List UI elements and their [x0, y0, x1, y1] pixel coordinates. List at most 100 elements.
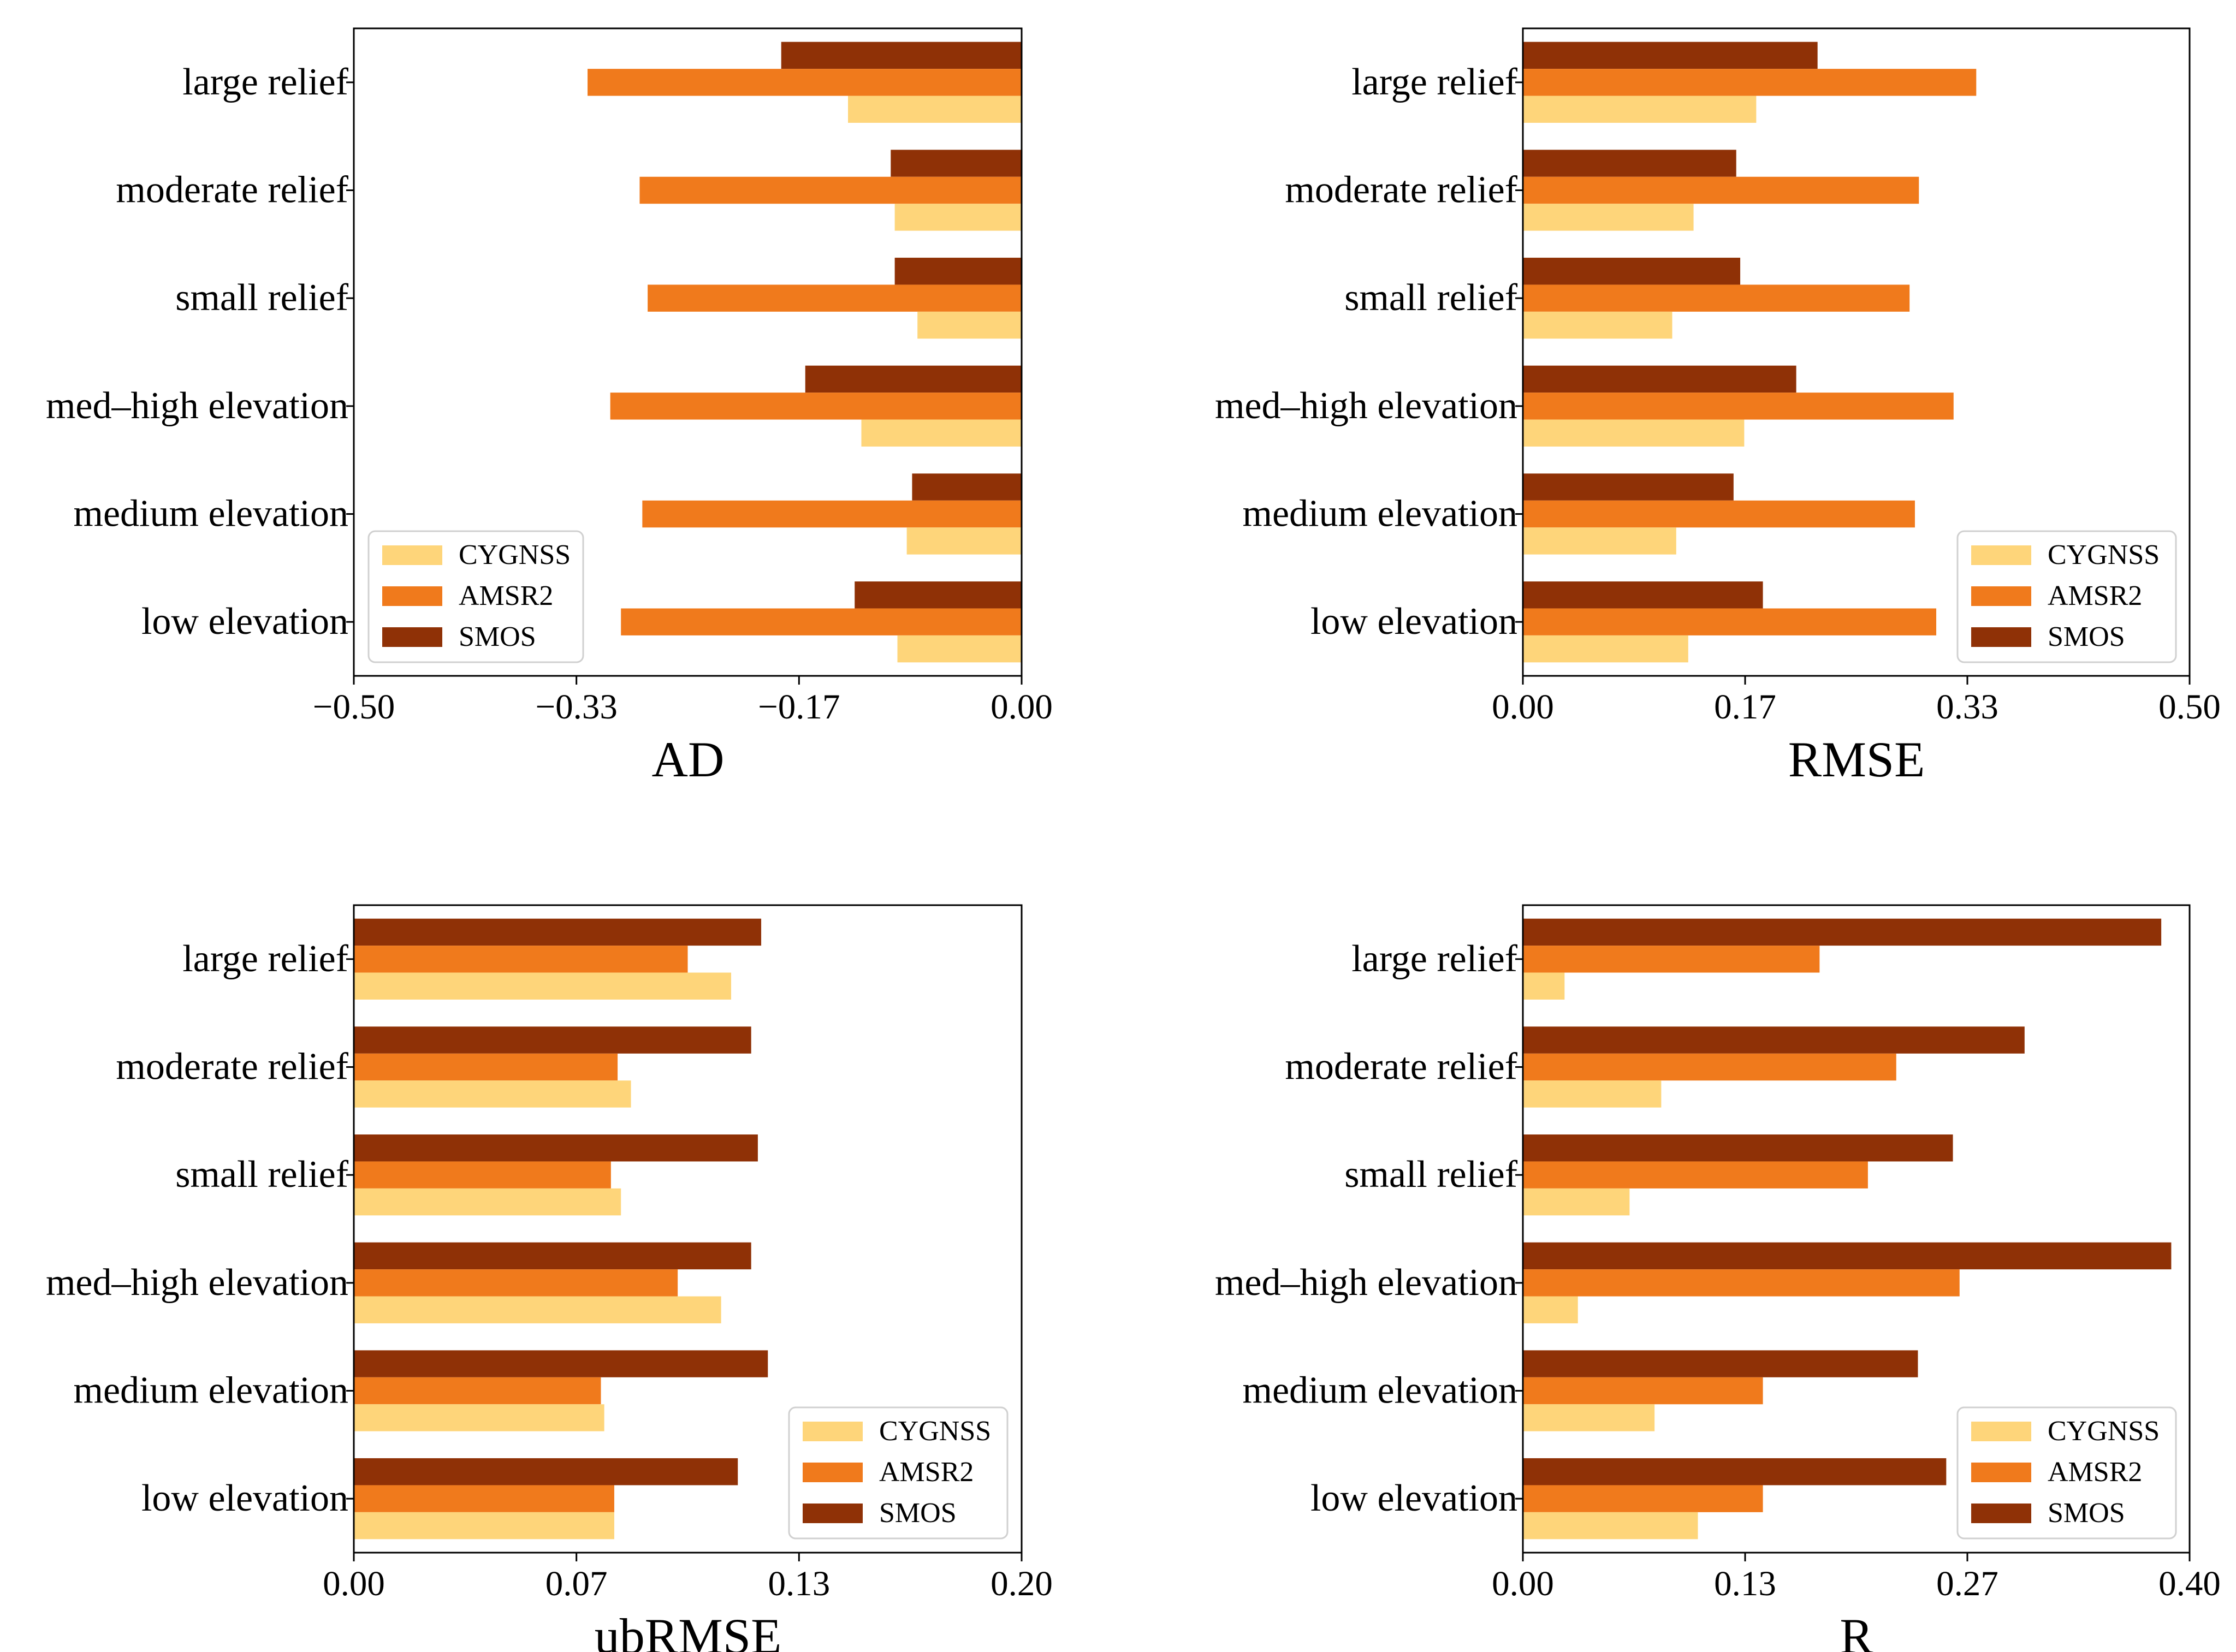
category-label: low elevation	[1310, 601, 1517, 643]
chart-panel-ad: large relief moderate relief small relief m…	[46, 27, 1053, 787]
bar-cygnss	[848, 96, 1022, 123]
bar-smos	[805, 365, 1022, 393]
bar-amsr2	[1523, 608, 1937, 635]
bar-amsr2	[1523, 1269, 1960, 1297]
bar-smos	[1523, 150, 1736, 177]
plot-frame	[1522, 904, 2191, 1554]
bar-amsr2	[1523, 1377, 1763, 1405]
x-tick-label: −0.17	[758, 687, 840, 727]
bar-amsr2	[1523, 1161, 1868, 1189]
x-tick-label: 0.00	[1492, 687, 1554, 727]
bar-cygnss	[1523, 204, 1694, 231]
bar-amsr2	[1523, 946, 1820, 973]
bar-amsr2	[1523, 176, 1919, 204]
bar-cygnss	[354, 1296, 721, 1323]
legend-swatch-amsr2	[803, 1463, 863, 1482]
legend-swatch-cygnss	[1971, 545, 2031, 565]
bar-smos	[912, 473, 1022, 501]
bar-smos	[891, 150, 1022, 177]
bar-amsr2	[1523, 500, 1915, 528]
x-tick-label: 0.00	[991, 687, 1053, 727]
bar-amsr2	[1523, 1485, 1763, 1512]
legend-swatch-cygnss	[1971, 1422, 2031, 1441]
bar-amsr2	[354, 1485, 614, 1512]
bar-smos	[1523, 1134, 1953, 1162]
bar-amsr2	[1523, 69, 1977, 96]
category-label: medium elevation	[74, 1370, 348, 1412]
category-label: large relief	[1351, 938, 1517, 980]
category-label: low elevation	[141, 601, 348, 643]
bar-amsr2	[1523, 284, 1910, 312]
bar-amsr2	[354, 946, 688, 973]
category-label: med–high elevation	[46, 385, 348, 427]
bar-smos	[1523, 1350, 1918, 1377]
bar-cygnss	[894, 204, 1022, 231]
legend-swatch-smos	[1971, 627, 2031, 647]
legend-label-cygnss: CYGNSS	[2048, 1416, 2160, 1447]
bar-cygnss	[354, 1188, 621, 1216]
x-tick-label: 0.00	[1492, 1564, 1554, 1603]
legend-swatch-smos	[803, 1504, 863, 1523]
category-label: large relief	[182, 61, 348, 103]
x-tick-label: 0.13	[1714, 1564, 1776, 1603]
category-label: medium elevation	[74, 493, 348, 535]
category-label: large relief	[182, 938, 348, 980]
legend-label-smos: SMOS	[879, 1498, 957, 1529]
legend: CYGNSS AMSR2 SMOS	[788, 1406, 1009, 1540]
chart-panel-ubrmse: large relief moderate relief small relief m…	[46, 904, 1053, 1652]
bar-cygnss	[354, 1080, 631, 1108]
x-tick-label: −0.33	[535, 687, 617, 727]
legend: CYGNSS AMSR2 SMOS	[1956, 1406, 2177, 1540]
bar-amsr2	[1523, 393, 1954, 420]
category-label: medium elevation	[1243, 493, 1517, 535]
bar-smos	[781, 41, 1022, 69]
bar-smos	[354, 1350, 768, 1377]
legend-swatch-amsr2	[1971, 586, 2031, 606]
bar-amsr2	[648, 284, 1022, 312]
bar-smos	[1523, 918, 2162, 946]
x-tick-label: 0.13	[768, 1564, 830, 1603]
bar-cygnss	[1523, 1404, 1655, 1431]
bar-amsr2	[354, 1377, 601, 1405]
legend-label-amsr2: AMSR2	[2048, 1457, 2142, 1488]
category-label: med–high elevation	[46, 1262, 348, 1304]
x-tick-label: 0.40	[2158, 1564, 2221, 1603]
x-axis-title: ubRMSE	[595, 1608, 782, 1652]
plot-frame	[1522, 27, 2191, 677]
legend-swatch-smos	[382, 627, 442, 647]
bar-smos	[354, 1026, 751, 1054]
bar-smos	[1523, 365, 1796, 393]
bar-smos	[1523, 258, 1741, 285]
category-label: moderate relief	[116, 169, 348, 211]
legend-label-cygnss: CYGNSS	[2048, 539, 2160, 571]
category-label: med–high elevation	[1215, 1262, 1517, 1304]
x-tick-label: 0.17	[1714, 687, 1776, 727]
category-label: med–high elevation	[1215, 385, 1517, 427]
bar-cygnss	[861, 419, 1022, 447]
bar-smos	[354, 1134, 758, 1162]
legend-label-smos: SMOS	[2048, 1498, 2125, 1529]
bar-cygnss	[1523, 972, 1565, 1000]
legend-label-amsr2: AMSR2	[459, 580, 553, 611]
bar-cygnss	[1523, 635, 1688, 663]
legend: CYGNSS AMSR2 SMOS	[367, 530, 584, 663]
category-label: medium elevation	[1243, 1370, 1517, 1412]
bar-cygnss	[1523, 311, 1672, 339]
legend-label-amsr2: AMSR2	[879, 1457, 974, 1488]
category-label: low elevation	[1310, 1477, 1517, 1519]
bar-cygnss	[1523, 96, 1757, 123]
legend: CYGNSS AMSR2 SMOS	[1956, 530, 2177, 663]
x-tick-label: 0.27	[1936, 1564, 1998, 1603]
category-label: small relief	[175, 277, 349, 319]
x-tick-label: 0.07	[545, 1564, 608, 1603]
legend-swatch-cygnss	[382, 545, 442, 565]
bar-amsr2	[354, 1161, 611, 1189]
plot-frame	[353, 27, 1023, 677]
chart-panel-r: large relief moderate relief small relief m…	[1215, 904, 2221, 1652]
bar-amsr2	[642, 500, 1022, 528]
bar-cygnss	[1523, 527, 1676, 555]
bar-smos	[894, 258, 1022, 285]
bar-amsr2	[639, 176, 1022, 204]
bar-smos	[354, 1242, 751, 1270]
